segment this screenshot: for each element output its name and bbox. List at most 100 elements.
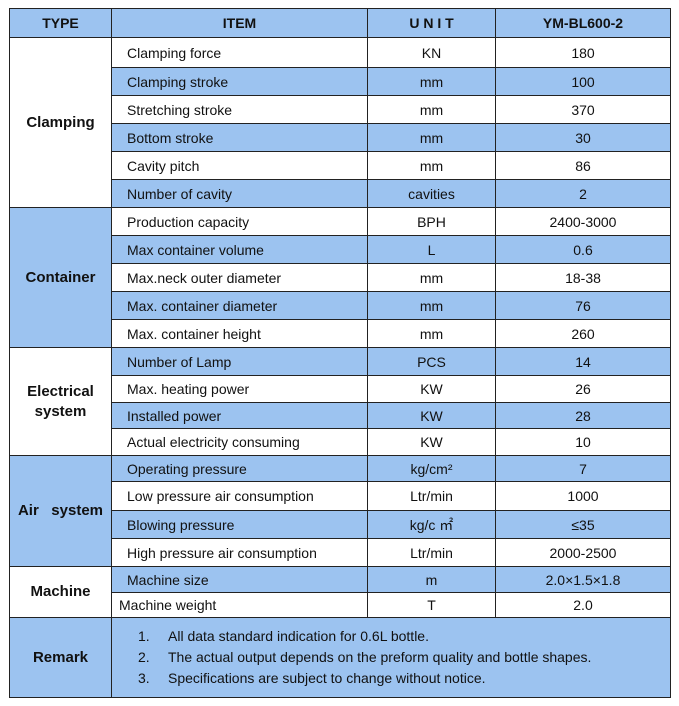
value-cell: 86 (495, 151, 671, 180)
remark-number: 1. (138, 628, 150, 644)
value-cell: 7 (495, 455, 671, 482)
unit-cell: cavities (367, 179, 496, 208)
unit-cell: KW (367, 428, 496, 456)
value-cell: 26 (495, 375, 671, 403)
remark-number: 3. (138, 670, 150, 686)
unit-cell: mm (367, 123, 496, 152)
table-row: Bottom stroke mm 30 (10, 123, 671, 152)
header-item: ITEM (111, 8, 368, 38)
unit-cell: KN (367, 37, 496, 68)
table-row: Number of cavity cavities 2 (10, 179, 671, 208)
header-unit: U N I T (367, 8, 496, 38)
remark-label: Remark (9, 617, 112, 698)
unit-cell: mm (367, 319, 496, 348)
item-cell: Actual electricity consuming (111, 428, 368, 456)
value-cell: 180 (495, 37, 671, 68)
remark-text: The actual output depends on the preform… (168, 649, 592, 665)
unit-cell: Ltr/min (367, 538, 496, 567)
unit-cell: Ltr/min (367, 481, 496, 511)
table-row: Clamping stroke mm 100 (10, 67, 671, 96)
table-row: Blowing pressure kg/c ㎡ ≤35 (10, 510, 671, 539)
value-cell: 18-38 (495, 263, 671, 292)
type-cell: Container (9, 207, 112, 348)
value-cell: 2400-3000 (495, 207, 671, 236)
remark-item: 2. The actual output depends on the prefo… (112, 647, 670, 668)
value-cell: 10 (495, 428, 671, 456)
remark-text: Specifications are subject to change wit… (168, 670, 486, 686)
value-cell: 76 (495, 291, 671, 320)
unit-cell: L (367, 235, 496, 264)
remark-text: All data standard indication for 0.6L bo… (168, 628, 429, 644)
remark-item: 1. All data standard indication for 0.6L … (112, 626, 670, 647)
item-cell: Max. container height (111, 319, 368, 348)
spec-table: TYPE ITEM U N I T YM-BL600-2 Clamping Cla… (9, 8, 671, 698)
unit-cell: mm (367, 95, 496, 124)
item-cell: Clamping stroke (111, 67, 368, 96)
item-cell: Number of cavity (111, 179, 368, 208)
unit-cell: KW (367, 375, 496, 403)
unit-cell: kg/cm² (367, 455, 496, 482)
unit-cell: mm (367, 291, 496, 320)
table-row: Low pressure air consumption Ltr/min 1000 (10, 481, 671, 511)
value-cell: 260 (495, 319, 671, 348)
type-cell: Machine (9, 566, 112, 618)
table-row: Installed power KW 28 (10, 402, 671, 429)
unit-cell: PCS (367, 347, 496, 376)
unit-cell: mm (367, 67, 496, 96)
table-row: Machine Machine size m 2.0×1.5×1.8 (9, 566, 671, 618)
value-cell: 2.0×1.5×1.8 (495, 566, 671, 593)
value-cell: 1000 (495, 481, 671, 511)
table-row: Clamping Clamping force KN 180 (9, 37, 671, 208)
header-type: TYPE (9, 8, 112, 38)
header-row: TYPE ITEM U N I T YM-BL600-2 (9, 8, 671, 38)
table-row: Machine weight T 2.0 (10, 592, 671, 618)
table-row: Cavity pitch mm 86 (10, 151, 671, 180)
unit-cell: mm (367, 151, 496, 180)
value-cell: 370 (495, 95, 671, 124)
table-row: Electrical system Number of Lamp PCS 14 (9, 347, 671, 456)
item-cell: Max. heating power (111, 375, 368, 403)
item-cell: Max.neck outer diameter (111, 263, 368, 292)
table-row: Container Production capacity BPH 2400-3000 (9, 207, 671, 348)
value-cell: 2.0 (495, 592, 671, 618)
value-cell: 30 (495, 123, 671, 152)
remark-row: Remark 1. All data standard indication fo… (9, 617, 671, 698)
item-cell: High pressure air consumption (111, 538, 368, 567)
item-cell: Max. container diameter (111, 291, 368, 320)
unit-cell: KW (367, 402, 496, 429)
unit-cell: T (367, 592, 496, 618)
table-row: Max. container height mm 260 (10, 319, 671, 348)
table-row: Max. container diameter mm 76 (10, 291, 671, 320)
unit-cell: mm (367, 263, 496, 292)
item-cell: Blowing pressure (111, 510, 368, 539)
item-cell: Low pressure air consumption (111, 481, 368, 511)
item-cell: Number of Lamp (111, 347, 368, 376)
type-cell: Electrical system (9, 347, 112, 456)
value-cell: 2000-2500 (495, 538, 671, 567)
unit-cell: BPH (367, 207, 496, 236)
unit-cell: m (367, 566, 496, 593)
header-model: YM-BL600-2 (495, 8, 671, 38)
remark-item: 3. Specifications are subject to change w… (112, 668, 670, 689)
value-cell: 28 (495, 402, 671, 429)
table-row: Stretching stroke mm 370 (10, 95, 671, 124)
value-cell: 100 (495, 67, 671, 96)
item-cell: Stretching stroke (111, 95, 368, 124)
unit-cell: kg/c ㎡ (367, 510, 496, 539)
value-cell: 2 (495, 179, 671, 208)
item-cell: Operating pressure (111, 455, 368, 482)
item-cell: Machine size (111, 566, 368, 593)
item-cell: Cavity pitch (111, 151, 368, 180)
item-cell: Bottom stroke (111, 123, 368, 152)
item-cell: Installed power (111, 402, 368, 429)
item-cell: Max container volume (111, 235, 368, 264)
type-cell: Clamping (9, 37, 112, 208)
type-cell: Air system (9, 455, 112, 567)
value-cell: 0.6 (495, 235, 671, 264)
value-cell: ≤35 (495, 510, 671, 539)
value-cell: 14 (495, 347, 671, 376)
item-cell: Production capacity (111, 207, 368, 236)
item-cell: Clamping force (111, 37, 368, 68)
item-cell: Machine weight (111, 592, 368, 618)
table-row: Air system Operating pressure kg/cm² 7 (9, 455, 671, 567)
